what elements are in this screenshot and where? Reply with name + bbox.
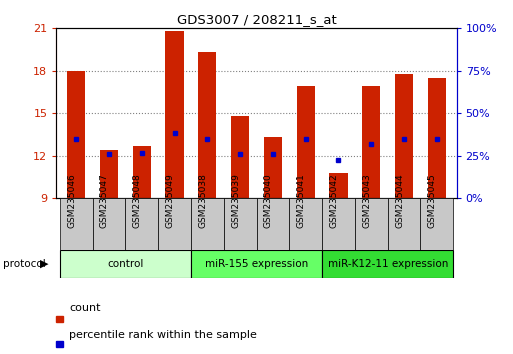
Text: control: control: [107, 259, 144, 269]
Bar: [125, 198, 158, 250]
Bar: [133, 146, 151, 198]
Bar: [191, 250, 322, 278]
Bar: [100, 150, 118, 198]
Text: GSM235046: GSM235046: [67, 173, 76, 228]
Text: GSM235044: GSM235044: [395, 173, 404, 228]
Text: GSM235040: GSM235040: [264, 173, 273, 228]
Text: protocol: protocol: [3, 259, 45, 269]
Bar: [60, 198, 92, 250]
Text: GSM235045: GSM235045: [428, 173, 437, 228]
Bar: [355, 198, 388, 250]
Bar: [67, 71, 85, 198]
Text: miR-155 expression: miR-155 expression: [205, 259, 308, 269]
Bar: [264, 137, 282, 198]
Bar: [289, 198, 322, 250]
Bar: [231, 116, 249, 198]
Title: GDS3007 / 208211_s_at: GDS3007 / 208211_s_at: [176, 13, 337, 26]
Text: GSM235039: GSM235039: [231, 173, 240, 228]
Bar: [224, 198, 256, 250]
Bar: [322, 198, 355, 250]
Bar: [297, 86, 314, 198]
Text: miR-K12-11 expression: miR-K12-11 expression: [327, 259, 448, 269]
Bar: [428, 78, 446, 198]
Text: GSM235038: GSM235038: [199, 173, 207, 228]
Bar: [199, 52, 216, 198]
Text: GSM235042: GSM235042: [329, 173, 339, 228]
Bar: [191, 198, 224, 250]
Text: GSM235043: GSM235043: [362, 173, 371, 228]
Bar: [395, 74, 413, 198]
Text: GSM235047: GSM235047: [100, 173, 109, 228]
Bar: [421, 198, 453, 250]
Bar: [166, 31, 184, 198]
Bar: [256, 198, 289, 250]
Text: percentile rank within the sample: percentile rank within the sample: [69, 330, 257, 339]
Bar: [322, 250, 453, 278]
Bar: [362, 86, 380, 198]
Bar: [158, 198, 191, 250]
Text: GSM235041: GSM235041: [297, 173, 306, 228]
Text: count: count: [69, 303, 101, 313]
Bar: [329, 173, 347, 198]
Bar: [388, 198, 421, 250]
Bar: [60, 250, 191, 278]
Text: GSM235048: GSM235048: [133, 173, 142, 228]
Bar: [92, 198, 125, 250]
Text: ▶: ▶: [40, 259, 49, 269]
Text: GSM235049: GSM235049: [166, 173, 174, 228]
